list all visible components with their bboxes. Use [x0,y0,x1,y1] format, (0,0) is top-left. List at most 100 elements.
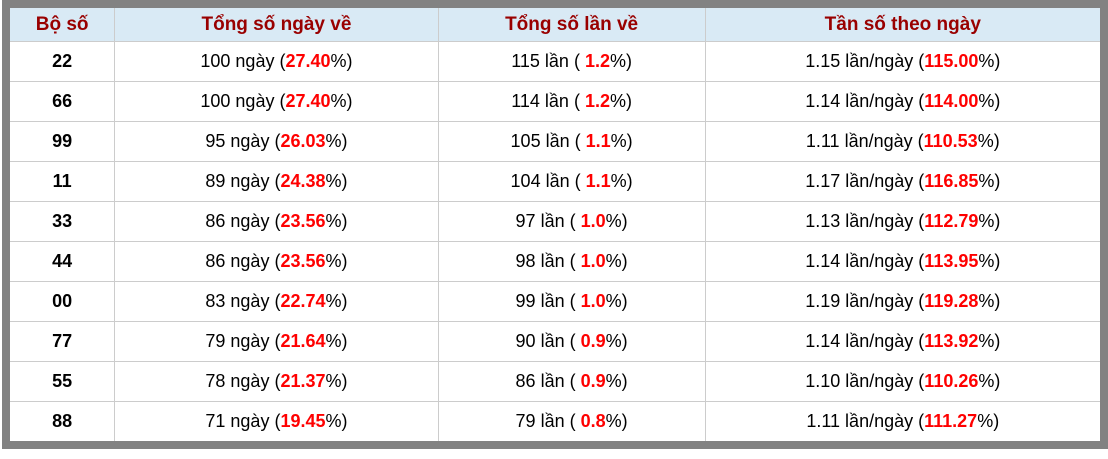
freq-text: 1.14 lần/ngày ( [805,91,925,111]
header-row: Bộ số Tổng số ngày về Tổng số lần về Tần… [5,3,1105,42]
days-text: 78 ngày ( [205,371,281,391]
cell-daily-frequency: 1.11 lần/ngày (110.53%) [704,121,1105,162]
freq-percent: 110.26 [924,371,979,391]
pair-value: 66 [52,91,73,111]
freq-text: 1.11 lần/ngày ( [806,411,925,431]
times-percent: 1.2 [584,91,610,111]
cell-total-days: 86 ngày (23.56%) [114,201,439,242]
times-text-suffix: %) [605,211,628,231]
freq-percent: 113.92 [924,331,979,351]
days-percent: 21.64 [280,331,326,351]
table-row: 22 100 ngày (27.40%) 115 lần ( 1.2%) 1.1… [5,41,1105,82]
cell-total-times: 97 lần ( 1.0%) [437,201,706,242]
days-percent: 23.56 [280,251,326,271]
times-text: 104 lần ( [510,171,586,191]
cell-pair: 55 [5,361,116,402]
times-percent: 1.1 [585,131,611,151]
times-text-suffix: %) [609,51,632,71]
days-percent: 22.74 [280,291,326,311]
days-percent: 26.03 [280,131,326,151]
days-percent: 19.45 [280,411,326,431]
pair-value: 55 [52,371,73,391]
times-text: 115 lần ( [511,51,585,71]
times-text: 105 lần ( [510,131,586,151]
cell-total-days: 89 ngày (24.38%) [114,161,439,202]
times-text: 97 lần ( [515,211,581,231]
table-row: 77 79 ngày (21.64%) 90 lần ( 0.9%) 1.14 … [5,321,1105,362]
pair-value: 00 [52,291,73,311]
cell-pair: 99 [5,121,116,162]
freq-text-suffix: %) [978,291,1001,311]
cell-daily-frequency: 1.19 lần/ngày (119.28%) [704,281,1105,322]
freq-text: 1.17 lần/ngày ( [805,171,925,191]
cell-total-days: 79 ngày (21.64%) [114,321,439,362]
times-text-suffix: %) [610,171,633,191]
times-text: 86 lần ( [515,371,581,391]
days-text: 86 ngày ( [205,211,281,231]
freq-percent: 115.00 [924,51,979,71]
times-text-suffix: %) [605,291,628,311]
times-percent: 0.8 [580,411,606,431]
cell-total-days: 95 ngày (26.03%) [114,121,439,162]
days-text-suffix: %) [330,91,353,111]
times-percent: 0.9 [580,371,606,391]
cell-total-times: 98 lần ( 1.0%) [437,241,706,282]
table-row: 66 100 ngày (27.40%) 114 lần ( 1.2%) 1.1… [5,81,1105,122]
days-text: 95 ngày ( [205,131,281,151]
days-percent: 27.40 [285,91,331,111]
days-percent: 24.38 [280,171,326,191]
days-text-suffix: %) [325,171,348,191]
table-row: 99 95 ngày (26.03%) 105 lần ( 1.1%) 1.11… [5,121,1105,162]
days-text-suffix: %) [325,131,348,151]
cell-pair: 22 [5,41,116,82]
days-percent: 21.37 [280,371,326,391]
cell-total-times: 105 lần ( 1.1%) [437,121,706,162]
col-header-daily-frequency: Tần số theo ngày [704,3,1105,42]
freq-percent: 110.53 [923,131,978,151]
times-text-suffix: %) [609,91,632,111]
col-header-total-days: Tổng số ngày về [114,3,439,42]
times-text: 98 lần ( [515,251,581,271]
cell-pair: 66 [5,81,116,122]
times-text-suffix: %) [605,251,628,271]
times-text: 79 lần ( [515,411,581,431]
cell-daily-frequency: 1.17 lần/ngày (116.85%) [704,161,1105,202]
times-percent: 1.2 [584,51,610,71]
table-row: 00 83 ngày (22.74%) 99 lần ( 1.0%) 1.19 … [5,281,1105,322]
cell-daily-frequency: 1.15 lần/ngày (115.00%) [704,41,1105,82]
freq-text: 1.10 lần/ngày ( [805,371,925,391]
cell-pair: 44 [5,241,116,282]
freq-text-suffix: %) [978,171,1001,191]
days-text-suffix: %) [325,371,348,391]
cell-daily-frequency: 1.14 lần/ngày (114.00%) [704,81,1105,122]
table-row: 11 89 ngày (24.38%) 104 lần ( 1.1%) 1.17… [5,161,1105,202]
times-text: 99 lần ( [515,291,581,311]
cell-total-days: 78 ngày (21.37%) [114,361,439,402]
cell-total-times: 86 lần ( 0.9%) [437,361,706,402]
freq-text: 1.13 lần/ngày ( [805,211,925,231]
freq-text: 1.15 lần/ngày ( [805,51,925,71]
table-row: 44 86 ngày (23.56%) 98 lần ( 1.0%) 1.14 … [5,241,1105,282]
days-text: 79 ngày ( [205,331,281,351]
cell-total-days: 71 ngày (19.45%) [114,401,439,446]
freq-text-suffix: %) [978,371,1001,391]
freq-text-suffix: %) [978,211,1001,231]
days-text-suffix: %) [325,411,348,431]
pair-value: 88 [52,411,73,431]
freq-percent: 119.28 [924,291,979,311]
cell-total-times: 90 lần ( 0.9%) [437,321,706,362]
days-text-suffix: %) [325,211,348,231]
days-text: 83 ngày ( [205,291,281,311]
times-text: 90 lần ( [515,331,581,351]
days-text: 100 ngày ( [200,51,286,71]
days-text-suffix: %) [330,51,353,71]
pair-value: 44 [52,251,73,271]
days-text: 71 ngày ( [205,411,281,431]
table-row: 33 86 ngày (23.56%) 97 lần ( 1.0%) 1.13 … [5,201,1105,242]
freq-text: 1.14 lần/ngày ( [805,331,925,351]
times-percent: 1.0 [580,251,606,271]
freq-percent: 116.85 [924,171,979,191]
cell-total-days: 83 ngày (22.74%) [114,281,439,322]
cell-total-times: 104 lần ( 1.1%) [437,161,706,202]
cell-total-times: 114 lần ( 1.2%) [437,81,706,122]
